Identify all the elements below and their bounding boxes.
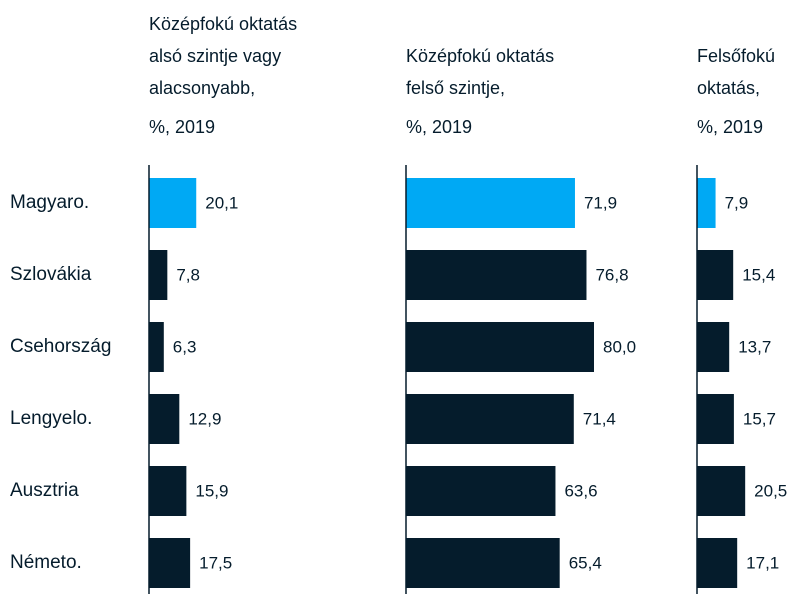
bar [149,466,187,516]
bar [149,250,168,300]
value-label: 17,5 [199,553,232,572]
bar [149,538,191,588]
category-label: Csehország [10,336,111,357]
category-label: Magyaro. [10,192,89,213]
panel-title: Felsőfokú [697,46,775,66]
category-label: Szlovákia [10,264,92,285]
value-label: 76,8 [595,265,628,284]
panel-title: alsó szintje vagy [149,46,281,66]
panel-title: alacsonyabb, [149,78,255,98]
category-label: Ausztria [10,480,79,501]
value-label: 6,3 [173,337,197,356]
category-label: Lengyelo. [10,408,92,429]
category-label: Németo. [10,552,82,573]
value-label: 15,4 [742,265,775,284]
value-label: 71,9 [584,193,617,212]
value-label: 7,8 [176,265,200,284]
bar [406,322,594,372]
bar [406,250,587,300]
panel-title: Középfokú oktatás [149,14,297,34]
bar [697,250,734,300]
bar [697,538,738,588]
bar [406,178,575,228]
value-label: 13,7 [738,337,771,356]
value-label: 7,9 [725,193,749,212]
value-label: 63,6 [564,481,597,500]
bar [697,466,746,516]
panel-subtitle: %, 2019 [697,117,763,137]
bar [149,178,197,228]
bar [406,466,556,516]
value-label: 80,0 [603,337,636,356]
bar [406,394,574,444]
bar [149,322,164,372]
value-label: 15,9 [195,481,228,500]
bar [149,394,180,444]
panel-title: felső szintje, [406,78,505,98]
panel-title: Középfokú oktatás [406,46,554,66]
value-label: 15,7 [743,409,776,428]
bar [406,538,560,588]
value-label: 71,4 [583,409,616,428]
value-label: 20,5 [754,481,787,500]
value-label: 20,1 [205,193,238,212]
value-label: 12,9 [188,409,221,428]
bar [697,394,734,444]
value-label: 65,4 [569,553,602,572]
panel-title: oktatás, [697,78,760,98]
bar [697,178,716,228]
panel-subtitle: %, 2019 [406,117,472,137]
value-label: 17,1 [746,553,779,572]
bar [697,322,730,372]
panel-subtitle: %, 2019 [149,117,215,137]
